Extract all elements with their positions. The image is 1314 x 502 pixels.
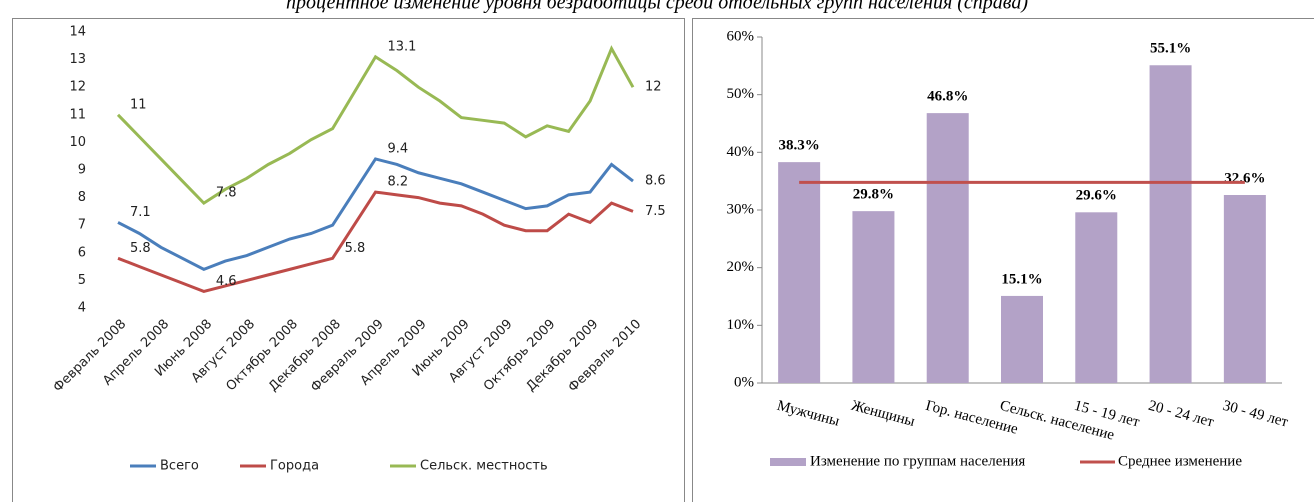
- y-tick-label: 12: [69, 80, 86, 95]
- data-label: 29.8%: [853, 187, 894, 203]
- data-label: 5.8: [130, 241, 151, 256]
- data-label: 11: [130, 97, 147, 112]
- y-tick-label: 30%: [727, 201, 755, 217]
- right-chart-frame: [692, 18, 1314, 502]
- data-label: 7.8: [216, 186, 237, 201]
- data-label: 12: [645, 80, 662, 95]
- y-tick-label: 60%: [727, 28, 755, 44]
- x-tick-label: 20 - 24 лет: [1147, 398, 1216, 431]
- line-series: [117, 157, 634, 272]
- y-tick-label: 14: [69, 25, 86, 40]
- y-tick-label: 40%: [727, 144, 755, 160]
- legend-swatch: [770, 458, 806, 466]
- data-label: 4.6: [216, 274, 237, 289]
- line-series: [117, 190, 634, 294]
- y-tick-label: 4: [78, 301, 86, 316]
- data-label: 32.6%: [1224, 170, 1265, 186]
- bar: [778, 162, 821, 383]
- x-tick-label: Февраль 2010: [566, 317, 645, 396]
- bar: [1075, 212, 1118, 383]
- data-label: 29.6%: [1076, 188, 1117, 204]
- data-label: 8.2: [388, 175, 409, 190]
- y-tick-label: 20%: [727, 259, 755, 275]
- legend-label: Города: [270, 459, 319, 474]
- y-tick-label: 6: [78, 245, 86, 260]
- y-tick-label: 5: [78, 273, 86, 288]
- left-chart-frame: [12, 18, 685, 502]
- bar: [1149, 65, 1192, 384]
- data-label: 5.8: [345, 241, 366, 256]
- x-tick-label: Женщины: [850, 398, 917, 430]
- y-tick-label: 7: [78, 218, 86, 233]
- x-tick-label: Февраль 2008: [51, 317, 130, 396]
- data-label: 15.1%: [1001, 271, 1042, 287]
- y-tick-label: 10%: [727, 317, 755, 333]
- legend-label: Сельск. местность: [420, 459, 548, 474]
- data-label: 38.3%: [779, 138, 820, 154]
- y-tick-label: 10: [69, 135, 86, 150]
- x-tick-label: 30 - 49 лет: [1221, 398, 1290, 431]
- data-label: 46.8%: [927, 89, 968, 105]
- y-tick-label: 0%: [734, 374, 754, 390]
- legend-label: Среднее изменение: [1118, 453, 1242, 469]
- data-label: 7.1: [130, 205, 151, 220]
- x-tick-label: Февраль 2009: [308, 317, 387, 396]
- line-series: [116, 45, 635, 206]
- data-label: 13.1: [388, 39, 417, 54]
- bar: [926, 113, 969, 384]
- x-tick-label: Мужчины: [775, 398, 841, 430]
- data-label: 9.4: [388, 141, 409, 156]
- data-label: 7.5: [645, 204, 666, 219]
- y-tick-label: 9: [78, 163, 86, 178]
- y-tick-label: 13: [69, 52, 86, 67]
- bar: [852, 211, 895, 383]
- bar: [1223, 195, 1266, 383]
- y-tick-label: 8: [78, 190, 86, 205]
- caption: процентное изменение уровня безработицы …: [286, 0, 1028, 14]
- data-label: 55.1%: [1150, 41, 1191, 57]
- y-tick-label: 50%: [727, 86, 755, 102]
- legend-label: Всего: [160, 459, 199, 474]
- data-label: 8.6: [645, 174, 666, 189]
- y-tick-label: 11: [69, 107, 86, 122]
- legend-label: Изменение по группам населения: [810, 453, 1025, 469]
- bar: [1001, 295, 1043, 383]
